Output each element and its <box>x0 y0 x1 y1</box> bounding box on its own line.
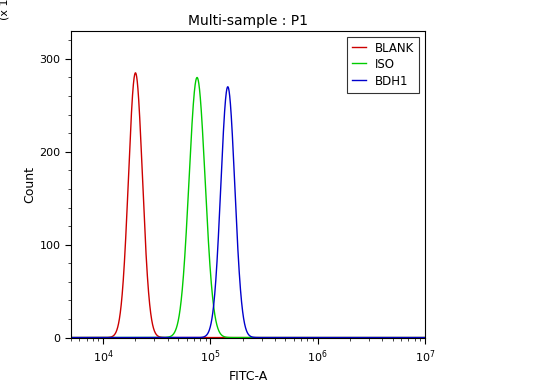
Line: BDH1: BDH1 <box>71 87 425 338</box>
ISO <box>293 335 299 340</box>
BDH1 <box>293 335 299 340</box>
BDH1 <box>277 335 284 340</box>
Text: (x 10¹): (x 10¹) <box>0 0 9 20</box>
BLANK <box>349 335 356 340</box>
BLANK <box>132 71 139 75</box>
BLANK <box>86 335 92 340</box>
BLANK <box>330 335 337 340</box>
BDH1 <box>422 335 428 340</box>
X-axis label: FITC-A: FITC-A <box>228 370 268 383</box>
ISO <box>277 335 284 340</box>
BDH1 <box>349 335 356 340</box>
ISO <box>68 335 74 340</box>
ISO <box>422 335 428 340</box>
BDH1 <box>86 335 92 340</box>
BDH1 <box>68 335 74 340</box>
BLANK <box>422 335 428 340</box>
Title: Multi-sample : P1: Multi-sample : P1 <box>188 14 308 28</box>
Line: ISO: ISO <box>71 78 425 338</box>
BLANK <box>68 335 74 340</box>
BDH1 <box>196 335 202 340</box>
Line: BLANK: BLANK <box>71 73 425 338</box>
BLANK <box>277 335 284 340</box>
ISO <box>86 335 92 340</box>
BDH1 <box>330 335 337 340</box>
ISO <box>349 335 356 340</box>
BLANK <box>402 335 408 340</box>
ISO <box>194 75 201 80</box>
Y-axis label: Count: Count <box>23 166 37 203</box>
BDH1 <box>225 85 231 89</box>
Legend: BLANK, ISO, BDH1: BLANK, ISO, BDH1 <box>347 37 419 93</box>
BLANK <box>196 335 202 340</box>
ISO <box>196 84 202 88</box>
ISO <box>330 335 337 340</box>
BLANK <box>293 335 299 340</box>
